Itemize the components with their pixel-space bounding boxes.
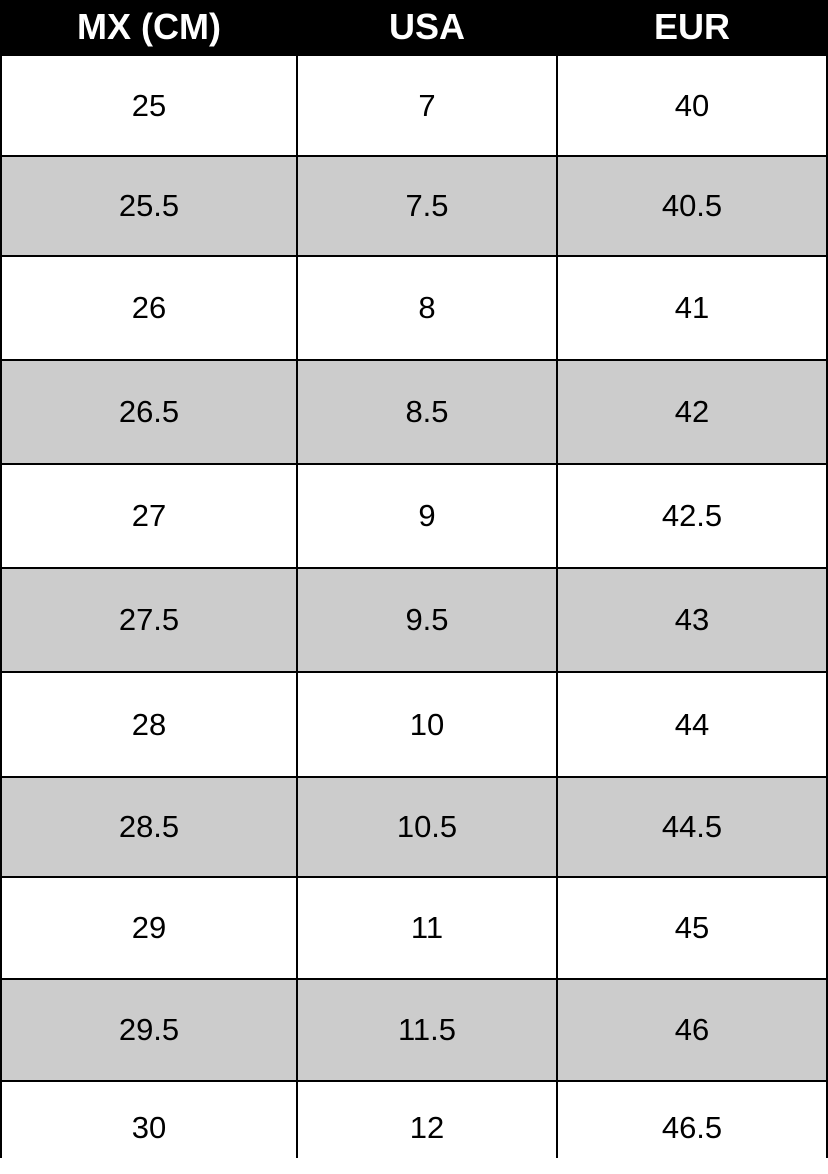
cell-mx-cm: 30 xyxy=(2,1082,296,1174)
cell-eur: 42.5 xyxy=(558,465,826,567)
cell-eur: 44.5 xyxy=(558,778,826,876)
cell-usa: 9.5 xyxy=(298,569,556,671)
cell-mx-cm: 29.5 xyxy=(2,980,296,1080)
cell-eur: 40 xyxy=(558,56,826,155)
cell-usa: 7.5 xyxy=(298,157,556,255)
header-eur: EUR xyxy=(558,0,826,54)
cell-eur: 42 xyxy=(558,361,826,463)
header-usa: USA xyxy=(298,0,556,54)
cell-mx-cm: 28 xyxy=(2,673,296,776)
cell-usa: 11.5 xyxy=(298,980,556,1080)
cell-eur: 44 xyxy=(558,673,826,776)
cell-usa: 9 xyxy=(298,465,556,567)
cell-mx-cm: 27.5 xyxy=(2,569,296,671)
cell-eur: 45 xyxy=(558,878,826,978)
cell-eur: 46 xyxy=(558,980,826,1080)
header-mx-cm: MX (CM) xyxy=(2,0,296,54)
cell-usa: 12 xyxy=(298,1082,556,1174)
cell-mx-cm: 29 xyxy=(2,878,296,978)
cell-eur: 43 xyxy=(558,569,826,671)
cell-eur: 41 xyxy=(558,257,826,359)
cell-usa: 8.5 xyxy=(298,361,556,463)
cell-usa: 10 xyxy=(298,673,556,776)
cell-usa: 8 xyxy=(298,257,556,359)
cell-eur: 46.5 xyxy=(558,1082,826,1174)
cell-mx-cm: 27 xyxy=(2,465,296,567)
cell-mx-cm: 25 xyxy=(2,56,296,155)
cell-eur: 40.5 xyxy=(558,157,826,255)
cell-usa: 11 xyxy=(298,878,556,978)
cell-usa: 7 xyxy=(298,56,556,155)
cell-mx-cm: 26.5 xyxy=(2,361,296,463)
cell-mx-cm: 28.5 xyxy=(2,778,296,876)
cell-mx-cm: 26 xyxy=(2,257,296,359)
cell-usa: 10.5 xyxy=(298,778,556,876)
cell-mx-cm: 25.5 xyxy=(2,157,296,255)
